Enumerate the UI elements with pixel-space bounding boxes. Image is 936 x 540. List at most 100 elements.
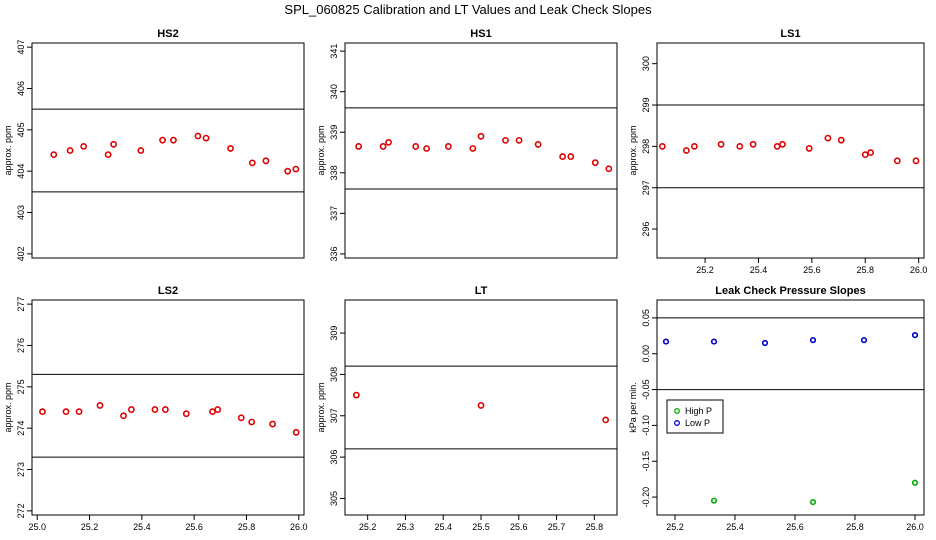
data-point — [75, 408, 83, 416]
y-tick-label: 277 — [16, 297, 26, 312]
y-tick-label: 298 — [641, 139, 651, 154]
x-tick-label: 25.4 — [133, 522, 151, 532]
data-point — [893, 157, 901, 165]
panel-3: LS1 296 297 298 299 300 approx. ppm 25.2 25.4 25.… — [628, 28, 927, 275]
y-tick-label: 306 — [329, 450, 339, 465]
data-point — [912, 157, 920, 165]
x-tick-label: 25.6 — [510, 522, 528, 532]
legend-label: Low P — [685, 418, 710, 428]
y-tick-label: -0.10 — [641, 415, 651, 436]
y-tick-label: -0.15 — [641, 451, 651, 472]
data-point — [96, 402, 104, 409]
data-point — [194, 132, 202, 140]
data-point — [477, 132, 485, 140]
plot-frame — [656, 42, 925, 259]
y-tick-label: 273 — [16, 462, 26, 477]
plot-frame — [31, 299, 305, 516]
plot-frame — [31, 42, 305, 259]
y-tick-label: 272 — [16, 503, 26, 518]
x-tick-label: 25.2 — [359, 522, 377, 532]
y-tick-label: 296 — [641, 222, 651, 237]
y-tick-label: 403 — [16, 205, 26, 220]
data-point — [559, 153, 566, 160]
y-axis-label: kPa per min. — [628, 382, 638, 433]
data-point — [567, 153, 575, 160]
data-point — [269, 420, 277, 428]
low-p-point — [761, 339, 769, 347]
y-tick-label: 341 — [329, 44, 339, 59]
y-tick-label: 402 — [16, 246, 26, 261]
data-point — [262, 157, 270, 165]
data-point — [66, 147, 74, 154]
panel-title: LS2 — [158, 285, 178, 297]
panel-5: LT 305 306 307 308 309 approx. ppm 25.2 25.3 25.4… — [316, 285, 618, 532]
panel-2: HS1 336 337 338 339 340 341 approx. ppm — [316, 28, 618, 261]
data-point — [717, 140, 725, 148]
low-p-point — [710, 338, 718, 345]
data-point — [209, 408, 216, 416]
y-tick-label: 305 — [329, 491, 339, 506]
data-point — [379, 143, 387, 150]
data-point — [805, 145, 813, 152]
high-p-point — [809, 499, 817, 506]
x-tick-label: 25.8 — [856, 265, 874, 275]
data-point — [355, 143, 362, 150]
data-point — [412, 143, 420, 150]
data-point — [227, 145, 234, 152]
x-tick-label: 25.0 — [28, 522, 46, 532]
high-p-point — [710, 497, 718, 504]
data-point — [658, 142, 666, 150]
x-tick-label: 25.6 — [185, 522, 203, 532]
data-point — [50, 151, 58, 159]
y-tick-label: 340 — [329, 84, 339, 99]
panel-title: Leak Check Pressure Slopes — [715, 285, 865, 297]
data-point — [80, 142, 88, 150]
panel-title: HS1 — [470, 28, 491, 40]
data-point — [867, 149, 874, 156]
y-tick-label: 299 — [641, 98, 651, 113]
y-tick-label: 404 — [16, 164, 26, 179]
y-tick-label: 337 — [329, 206, 339, 221]
data-point — [749, 140, 757, 148]
x-tick-label: 25.2 — [666, 522, 684, 532]
data-point — [861, 151, 869, 159]
y-tick-label: 405 — [16, 122, 26, 137]
y-axis-label: approx. ppm — [3, 125, 13, 175]
y-tick-label: 339 — [329, 125, 339, 140]
data-point — [534, 141, 542, 148]
y-tick-label: 307 — [329, 408, 339, 423]
y-tick-label: 309 — [329, 326, 339, 341]
legend-box — [666, 399, 724, 434]
plot-frame — [344, 42, 618, 259]
data-point — [62, 408, 70, 416]
panel-6: Leak Check Pressure Slopes -0.20 -0.15 -0.1… — [628, 285, 925, 532]
data-point — [159, 136, 166, 144]
data-point — [690, 142, 698, 150]
x-tick-label: 25.2 — [696, 265, 714, 275]
panel-4: LS2 272 273 274 275 276 277 approx. ppm 25.0 25.2… — [3, 285, 308, 532]
x-tick-label: 26.0 — [910, 265, 928, 275]
y-tick-label: 276 — [16, 338, 26, 353]
y-axis-label: approx. ppm — [3, 382, 13, 432]
data-point — [292, 165, 300, 173]
data-point — [837, 136, 845, 144]
data-point — [824, 134, 832, 142]
low-p-point — [860, 337, 868, 344]
x-tick-label: 25.7 — [548, 522, 566, 532]
x-tick-label: 25.3 — [397, 522, 415, 532]
data-point — [110, 140, 117, 148]
y-axis-label: approx. ppm — [628, 125, 638, 175]
x-tick-label: 25.2 — [81, 522, 99, 532]
data-point — [182, 410, 190, 418]
x-tick-label: 25.6 — [803, 265, 821, 275]
data-point — [605, 165, 613, 173]
data-point — [444, 143, 452, 150]
data-point — [151, 406, 159, 413]
y-tick-label: 336 — [329, 246, 339, 261]
x-tick-label: 25.4 — [434, 522, 452, 532]
panel-title: LT — [475, 285, 488, 297]
y-tick-label: 308 — [329, 367, 339, 382]
data-point — [682, 147, 690, 154]
data-point — [248, 418, 256, 426]
data-point — [170, 136, 177, 144]
